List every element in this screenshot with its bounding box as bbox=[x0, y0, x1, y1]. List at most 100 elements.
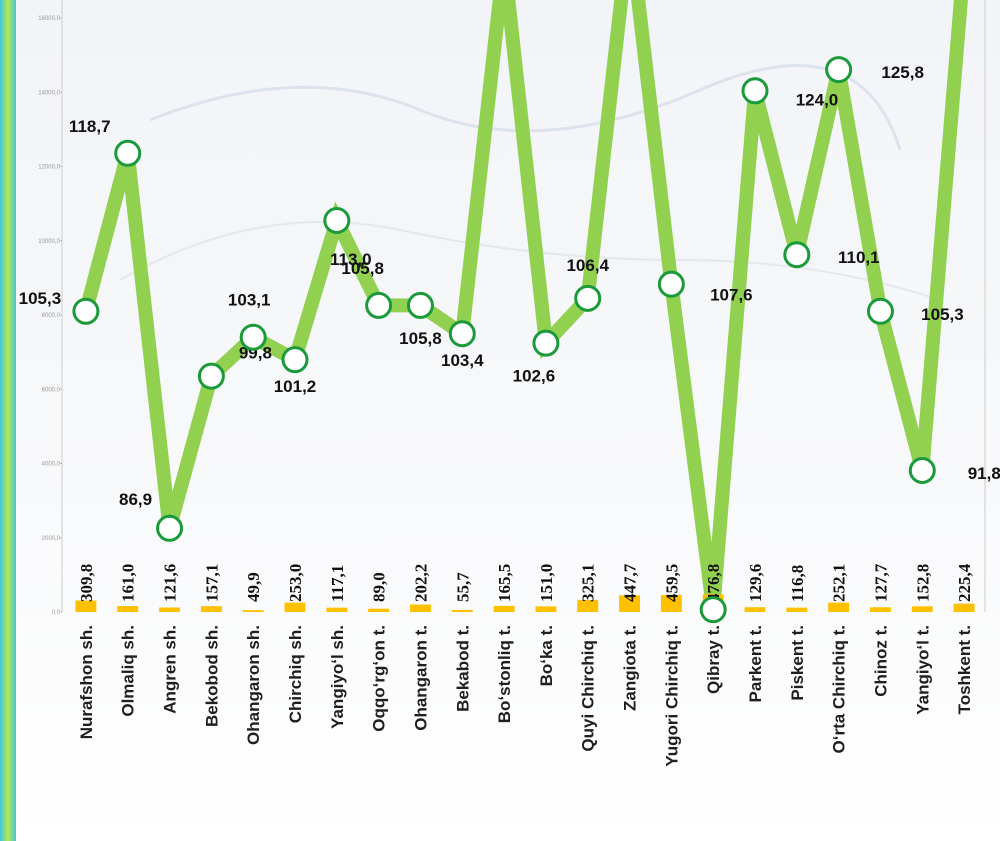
line-marker bbox=[825, 56, 853, 84]
line-marker bbox=[197, 362, 225, 390]
line-marker bbox=[156, 514, 184, 542]
bar-value-label: 253,0 bbox=[286, 564, 305, 602]
line-value-label: 105,3 bbox=[19, 289, 62, 308]
line-value-label: 103,1 bbox=[228, 291, 271, 310]
line-marker bbox=[323, 207, 351, 235]
y-tick-label: 4000,0 bbox=[42, 462, 61, 468]
x-tick-label: Bo‘stonliq t. bbox=[495, 625, 514, 723]
x-tick-label: Yangiyo‘l t. bbox=[913, 625, 932, 715]
bar bbox=[242, 610, 264, 612]
bar bbox=[870, 607, 891, 612]
bar bbox=[577, 599, 599, 612]
bar-value-label: 165,5 bbox=[495, 564, 514, 602]
bar-value-label: 151,0 bbox=[537, 564, 556, 602]
bar bbox=[535, 606, 557, 612]
x-tick-label: Ohangaron t. bbox=[411, 625, 430, 731]
x-tick-label: Toshkent t. bbox=[955, 625, 974, 714]
bar-value-label: 121,6 bbox=[161, 564, 180, 602]
x-tick-label: Bekobod sh. bbox=[202, 625, 221, 727]
x-tick-label: Olmaliq sh. bbox=[119, 625, 138, 717]
side-bar bbox=[0, 0, 16, 841]
x-tick-label: Oqqo‘rg‘on t. bbox=[370, 625, 389, 732]
bar bbox=[493, 605, 515, 612]
x-tick-label: Angren sh. bbox=[161, 625, 180, 714]
bar bbox=[744, 607, 766, 612]
bar-value-label: 152,8 bbox=[913, 564, 932, 602]
line-value-label: 110,1 bbox=[838, 248, 880, 267]
bar bbox=[828, 602, 850, 612]
y-tick-label: 0,0 bbox=[52, 610, 61, 616]
x-tick-label: O‘rta Chirchiq t. bbox=[830, 625, 849, 753]
bar-value-label: 476,8 bbox=[704, 564, 723, 602]
x-tick-label: Ohangaron sh. bbox=[244, 625, 263, 745]
y-tick-label: 2000,0 bbox=[42, 536, 61, 542]
bar-value-label: 127,7 bbox=[871, 563, 890, 602]
bar bbox=[911, 606, 933, 612]
bar-value-label: 55,7 bbox=[453, 572, 472, 602]
y-tick-label: 10000,0 bbox=[38, 239, 60, 245]
x-tick-label: Yugori Chirchiq t. bbox=[662, 625, 681, 767]
line-marker bbox=[783, 241, 811, 269]
bar-value-label: 89,0 bbox=[370, 572, 389, 602]
bar bbox=[117, 606, 139, 612]
line-marker bbox=[281, 346, 309, 374]
line-marker bbox=[114, 139, 142, 167]
y-tick-label: 16000,0 bbox=[38, 16, 60, 22]
line-value-label: 124,0 bbox=[796, 90, 839, 109]
line-marker bbox=[866, 297, 894, 325]
x-tick-label: Chirchiq sh. bbox=[286, 625, 305, 723]
line-value-label: 105,8 bbox=[399, 329, 442, 348]
line-value-label: 118,7 bbox=[69, 117, 111, 136]
bar-value-label: 325,1 bbox=[579, 564, 598, 602]
x-tick-label: Qibray t. bbox=[704, 625, 723, 694]
bar bbox=[953, 603, 975, 612]
line-value-label: 105,8 bbox=[341, 259, 384, 278]
bar-value-label: 202,2 bbox=[411, 564, 430, 602]
bar bbox=[451, 609, 473, 612]
line-value-label: 105,3 bbox=[921, 305, 964, 324]
line-value-label: 107,6 bbox=[710, 286, 753, 305]
bar bbox=[75, 600, 97, 612]
bar bbox=[159, 607, 180, 612]
bar bbox=[619, 595, 640, 612]
y-tick-label: 12000,0 bbox=[38, 165, 60, 171]
bar-value-label: 447,7 bbox=[621, 563, 640, 602]
bar bbox=[284, 602, 306, 612]
line-marker bbox=[239, 323, 267, 351]
bar-value-label: 225,4 bbox=[955, 563, 974, 602]
bar-value-label: 459,5 bbox=[662, 564, 681, 602]
bar-value-label: 157,1 bbox=[202, 564, 221, 602]
line-marker bbox=[741, 77, 769, 105]
line-value-label: 103,4 bbox=[441, 351, 484, 370]
bar-value-label: 117,1 bbox=[328, 565, 347, 602]
x-tick-label: Parkent t. bbox=[746, 625, 765, 702]
line-marker bbox=[406, 291, 434, 319]
line-marker bbox=[908, 456, 936, 484]
bar-value-label: 252,1 bbox=[830, 564, 849, 602]
y-tick-label: 8000,0 bbox=[42, 313, 61, 319]
line-value-label: 102,6 bbox=[513, 367, 556, 386]
line-marker bbox=[699, 596, 727, 624]
bar-value-label: 116,8 bbox=[788, 565, 807, 602]
line-marker bbox=[657, 270, 685, 298]
x-tick-label: Piskent t. bbox=[788, 625, 807, 701]
x-tick-label: Bekabod t. bbox=[453, 625, 472, 712]
x-tick-label: Bo‘ka t. bbox=[537, 625, 556, 686]
x-tick-label: Nurafshon sh. bbox=[77, 625, 96, 739]
line-value-label: 91,8 bbox=[968, 464, 1000, 483]
line-value-label: 106,4 bbox=[566, 256, 609, 275]
bar bbox=[786, 607, 808, 612]
bar bbox=[200, 606, 222, 612]
line-marker bbox=[72, 297, 100, 325]
x-tick-label: Yangiyo‘l sh. bbox=[328, 625, 347, 729]
line-marker bbox=[532, 329, 560, 357]
line-value-label: 86,9 bbox=[119, 490, 152, 509]
line-marker bbox=[448, 320, 476, 348]
line-value-label: 125,8 bbox=[881, 63, 924, 82]
bar bbox=[326, 607, 348, 612]
bar-value-label: 161,0 bbox=[119, 564, 138, 602]
bar bbox=[410, 604, 431, 612]
bar-value-label: 309,8 bbox=[77, 564, 96, 602]
x-tick-label: Quyi Chirchiq t. bbox=[579, 625, 598, 752]
